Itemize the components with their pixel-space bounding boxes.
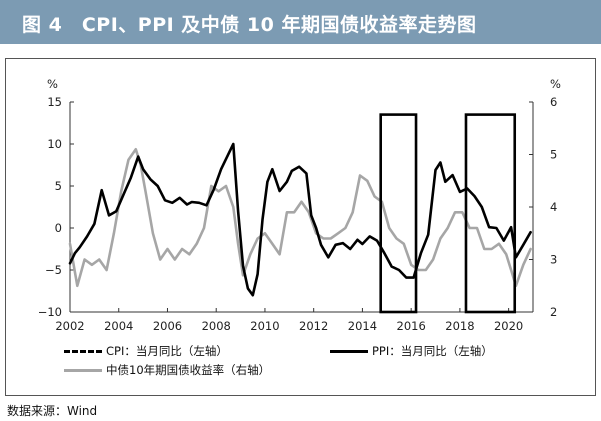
legend-label-cpi: CPI：当月同比（左轴） bbox=[106, 344, 228, 358]
x-axis-tick-label: 2020 bbox=[494, 319, 523, 333]
figure-header: 图 4 CPI、PPI 及中债 10 年期国债收益率走势图 bbox=[0, 0, 601, 44]
right-axis-tick-label: 5 bbox=[550, 148, 557, 162]
left-axis-tick-label: 15 bbox=[47, 95, 62, 109]
x-axis-tick-label: 2014 bbox=[348, 319, 377, 333]
right-axis-tick-label: 4 bbox=[550, 200, 557, 214]
series-line-bond-yield bbox=[68, 148, 532, 288]
left-axis-unit: % bbox=[47, 77, 58, 91]
data-source-note: 数据来源：Wind bbox=[7, 404, 98, 418]
right-axis-tick-label: 6 bbox=[550, 95, 557, 109]
x-axis-tick-label: 2002 bbox=[55, 319, 84, 333]
legend-item-cpi: CPI：当月同比（左轴） bbox=[64, 343, 228, 359]
legend-item-bond-yield: 中债10年期国债收益率（右轴） bbox=[64, 362, 270, 378]
legend-swatch-bond-yield bbox=[64, 368, 102, 372]
legend-swatch-ppi bbox=[330, 349, 368, 353]
x-axis-tick-label: 2016 bbox=[397, 319, 426, 333]
highlight-box bbox=[379, 113, 418, 314]
left-axis-tick-label: 10 bbox=[47, 137, 62, 151]
legend-swatch-cpi bbox=[64, 349, 102, 353]
chart-frame bbox=[5, 58, 596, 396]
x-axis-tick-label: 2010 bbox=[250, 319, 279, 333]
x-axis-tick-label: 2006 bbox=[153, 319, 182, 333]
line-chart: % % 15 10 5 0 −5 −10 6 5 4 3 2 2002 2004 2006 2008 2010 20… bbox=[38, 77, 561, 333]
left-axis-tick-label: −5 bbox=[45, 263, 62, 277]
legend-label-ppi: PPI：当月同比（左轴） bbox=[372, 344, 493, 358]
x-axis-tick-label: 2004 bbox=[104, 319, 133, 333]
left-axis-tick-label: 5 bbox=[55, 179, 62, 193]
figure-title: 图 4 CPI、PPI 及中债 10 年期国债收益率走势图 bbox=[22, 14, 477, 36]
left-axis-tick-label: 0 bbox=[55, 221, 62, 235]
legend-item-ppi: PPI：当月同比（左轴） bbox=[330, 343, 493, 359]
right-axis-tick-label: 3 bbox=[550, 253, 557, 267]
left-axis-tick-label: −10 bbox=[38, 305, 62, 319]
right-axis-tick-label: 2 bbox=[550, 305, 557, 319]
series-line-ppi bbox=[68, 142, 532, 297]
x-axis-tick-label: 2008 bbox=[202, 319, 231, 333]
x-axis-tick-label: 2018 bbox=[445, 319, 474, 333]
x-axis-tick-label: 2012 bbox=[299, 319, 328, 333]
right-axis-unit: % bbox=[550, 77, 561, 91]
legend-label-bond-yield: 中债10年期国债收益率（右轴） bbox=[106, 363, 271, 377]
highlight-box bbox=[464, 113, 517, 314]
